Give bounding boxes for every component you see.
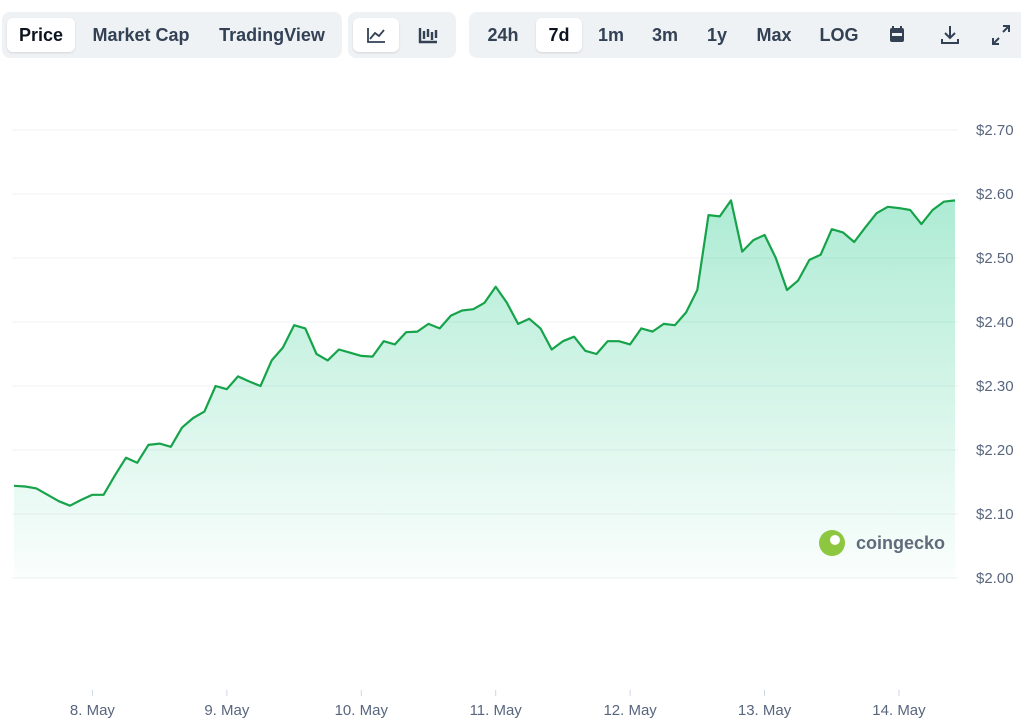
range-1y[interactable]: 1y: [706, 25, 728, 45]
area-fill: [14, 200, 955, 578]
fullscreen-button[interactable]: [981, 18, 1021, 52]
tab-market-cap[interactable]: Market Cap: [92, 25, 190, 45]
watermark: coingecko: [819, 530, 945, 556]
range-max[interactable]: Max: [756, 25, 792, 45]
range-7d[interactable]: 7d: [536, 18, 582, 52]
watermark-text: coingecko: [856, 533, 945, 553]
y-tick-label: $2.10: [976, 506, 1014, 523]
y-tick-label: $2.50: [976, 250, 1014, 267]
line-chart-button[interactable]: [353, 18, 399, 52]
range-1m[interactable]: 1m: [597, 25, 624, 45]
x-tick-label: 11. May: [470, 702, 523, 719]
log-toggle[interactable]: LOG: [819, 25, 859, 45]
x-tick-label: 9. May: [204, 702, 250, 719]
tab-tradingview[interactable]: TradingView: [219, 25, 325, 45]
candle-chart-button[interactable]: [405, 18, 451, 52]
candle-icon: [418, 28, 438, 44]
calendar-icon: [890, 26, 904, 42]
y-tick-label: $2.20: [976, 442, 1014, 459]
y-tick-label: $2.00: [976, 570, 1014, 587]
range-3m[interactable]: 3m: [651, 25, 678, 45]
y-tick-label: $2.70: [976, 122, 1014, 139]
download-icon: [941, 26, 959, 44]
y-tick-label: $2.30: [976, 378, 1014, 395]
line-icon: [367, 28, 385, 43]
tab-price[interactable]: Price: [7, 18, 75, 52]
range-24h[interactable]: 24h: [487, 25, 519, 45]
view-tabs: Price Market Cap TradingView: [2, 12, 342, 58]
price-line: [13, 199, 956, 507]
x-tick-label: 13. May: [738, 702, 792, 719]
x-tick-label: 10. May: [335, 702, 389, 719]
x-tick-label: 8. May: [70, 702, 116, 719]
x-tick-label: 14. May: [872, 702, 926, 719]
y-tick-label: $2.60: [976, 186, 1014, 203]
range-tabs: 24h 7d 1m 3m 1y Max LOG: [469, 12, 1021, 58]
fullscreen-icon: [992, 25, 1010, 45]
chart: $2.00 $2.10 $2.20 $2.30 $2.40 $2.50 $2.60 $2.70…: [12, 122, 1014, 719]
download-button[interactable]: [930, 18, 970, 52]
x-tick-label: 12. May: [603, 702, 657, 719]
y-tick-label: $2.40: [976, 314, 1014, 331]
calendar-button[interactable]: [877, 18, 917, 52]
chart-style: [348, 12, 456, 58]
